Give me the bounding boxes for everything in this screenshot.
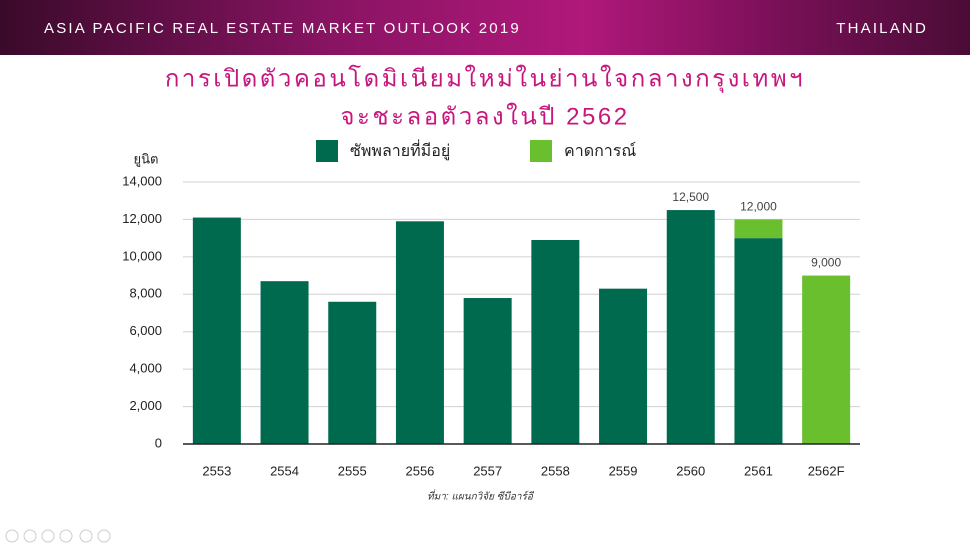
chart-title: จะชะลอตัวลงในปี 2562 bbox=[340, 102, 629, 130]
x-tick-label: 2559 bbox=[609, 463, 638, 478]
y-axis-label: ยูนิต bbox=[134, 151, 159, 167]
y-tick-label: 4,000 bbox=[129, 361, 162, 376]
legend-swatch bbox=[530, 140, 552, 162]
y-tick-label: 8,000 bbox=[129, 286, 162, 301]
y-tick-label: 12,000 bbox=[122, 211, 162, 226]
y-tick-label: 2,000 bbox=[129, 398, 162, 413]
bar-segment bbox=[192, 217, 241, 444]
x-tick-label: 2560 bbox=[676, 463, 705, 478]
source: ที่มา: แผนกวิจัย ซีบีอาร์อี bbox=[427, 489, 535, 503]
x-tick-label: 2558 bbox=[541, 463, 570, 478]
bar-segment bbox=[734, 219, 783, 239]
x-tick-label: 2562F bbox=[808, 463, 845, 478]
bar-segment bbox=[802, 275, 851, 444]
header-country: THAILAND bbox=[836, 20, 928, 37]
bar-segment bbox=[463, 298, 512, 444]
chart-title: การเปิดตัวคอนโดมิเนียมใหม่ในย่านใจกลางกร… bbox=[165, 64, 805, 93]
header-band bbox=[0, 0, 970, 55]
bar-segment bbox=[395, 221, 444, 444]
x-tick-label: 2553 bbox=[202, 463, 231, 478]
total-label: 12,000 bbox=[740, 200, 777, 214]
legend-label: คาดการณ์ bbox=[564, 141, 636, 160]
x-tick-label: 2554 bbox=[270, 463, 299, 478]
legend-swatch bbox=[316, 140, 338, 162]
bar-segment bbox=[328, 301, 377, 444]
total-label: 9,000 bbox=[811, 256, 841, 270]
y-tick-label: 10,000 bbox=[122, 248, 162, 263]
bar-segment bbox=[531, 240, 580, 444]
x-tick-label: 2561 bbox=[744, 463, 773, 478]
bar-segment bbox=[734, 238, 783, 444]
x-tick-label: 2555 bbox=[338, 463, 367, 478]
y-tick-label: 6,000 bbox=[129, 323, 162, 338]
y-tick-label: 14,000 bbox=[122, 173, 162, 188]
header-title: ASIA PACIFIC REAL ESTATE MARKET OUTLOOK … bbox=[44, 20, 521, 37]
legend-label: ซัพพลายที่มีอยู่ bbox=[350, 139, 450, 161]
toolbar-icons bbox=[5, 529, 111, 543]
x-tick-label: 2557 bbox=[473, 463, 502, 478]
bar-segment bbox=[599, 288, 648, 444]
total-label: 12,500 bbox=[672, 190, 709, 204]
bar-segment bbox=[260, 281, 309, 444]
x-tick-label: 2556 bbox=[405, 463, 434, 478]
bar-segment bbox=[666, 210, 715, 444]
y-tick-label: 0 bbox=[155, 435, 162, 450]
